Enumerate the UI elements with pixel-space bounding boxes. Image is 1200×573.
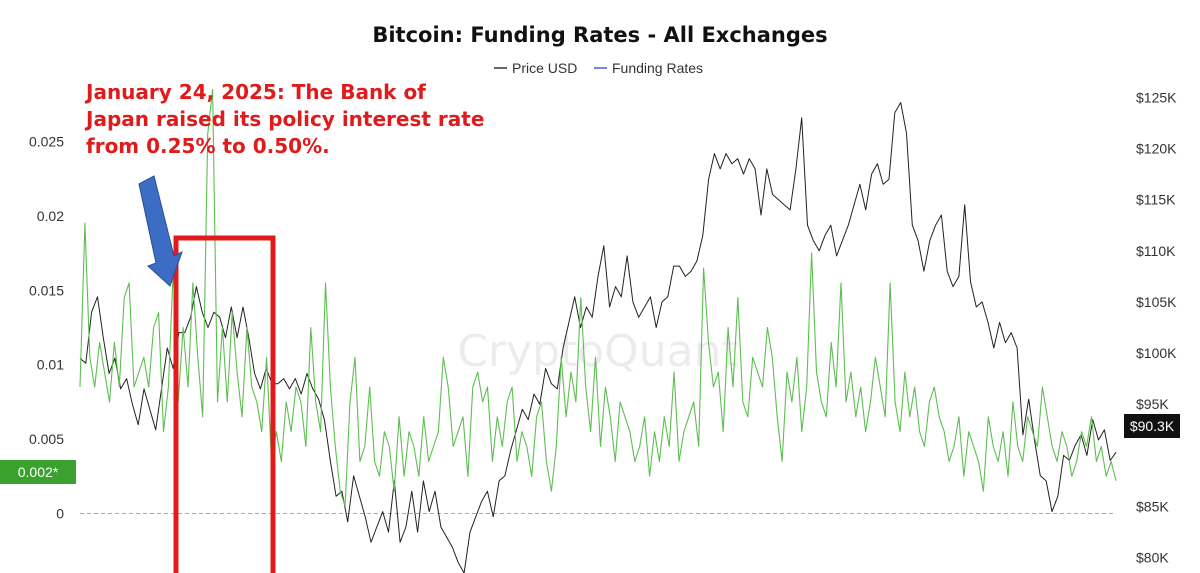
right-tick-label: $105K (1136, 294, 1177, 310)
right-tick-label: $100K (1136, 345, 1177, 361)
price-badge-label: $90.3K (1130, 418, 1175, 434)
left-tick-label: 0.02 (37, 208, 64, 224)
right-tick-label: $120K (1136, 140, 1177, 156)
right-tick-label: $95K (1136, 396, 1169, 412)
left-tick-label: 0.005 (29, 431, 64, 447)
highlight-box (173, 235, 276, 573)
funding-series (79, 88, 1117, 507)
left-tick-label: 0 (56, 505, 64, 521)
price-line (79, 102, 1117, 573)
legend-funding-label: Funding Rates (612, 60, 703, 76)
funding-current-badge: 0.002* (0, 460, 76, 484)
legend-price-label: Price USD (512, 60, 577, 76)
right-tick-label: $110K (1136, 243, 1176, 259)
annotation-line-1: January 24, 2025: The Bank of (84, 80, 426, 104)
left-tick-label: 0.015 (29, 282, 64, 298)
left-tick-label: 0.01 (37, 357, 64, 373)
funding-badge-label: 0.002* (18, 464, 59, 480)
price-series (79, 102, 1117, 573)
funding-line (79, 88, 1117, 507)
price-current-badge: $90.3K (1124, 414, 1180, 438)
chart-title: Bitcoin: Funding Rates - All Exchanges (372, 23, 827, 47)
right-tick-label: $115K (1136, 192, 1176, 208)
legend: Price USD Funding Rates (494, 60, 703, 76)
right-tick-label: $125K (1136, 89, 1177, 105)
arrow-icon (138, 175, 183, 287)
right-axis: $125K $120K $115K $110K $105K $100K $95K $85K $8… (1136, 89, 1177, 565)
funding-badge-bg (0, 460, 76, 484)
annotation-line-3: from 0.25% to 0.50%. (86, 134, 330, 158)
annotation-line-2: Japan raised its policy interest rate (84, 107, 484, 131)
annotation-text: January 24, 2025: The Bank of Japan rais… (84, 80, 484, 158)
right-tick-label: $85K (1136, 499, 1169, 515)
watermark: CryptoQuant (457, 326, 739, 377)
left-axis: 0.025 0.02 0.015 0.01 0.005 0 (29, 134, 64, 522)
right-tick-label: $80K (1136, 550, 1169, 566)
price-badge-bg (1124, 414, 1180, 438)
left-tick-label: 0.025 (29, 134, 64, 150)
